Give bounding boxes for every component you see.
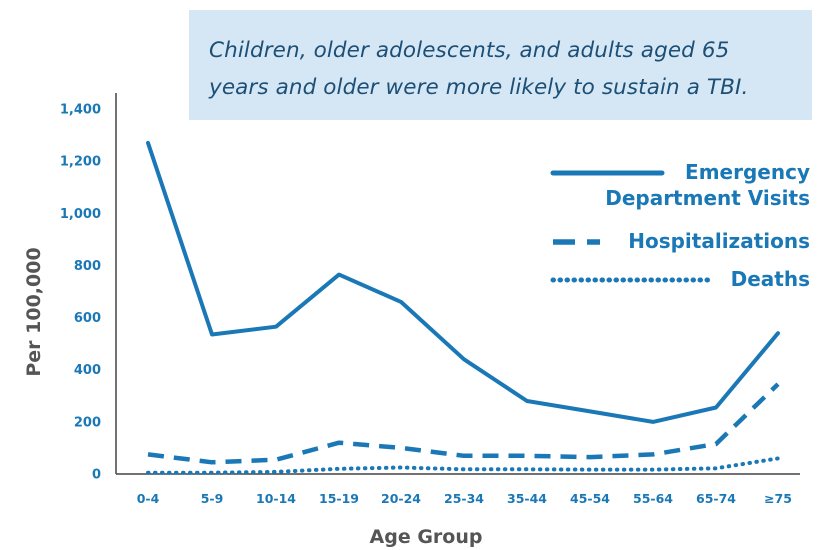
y-tick-label: 1,200 [60,155,101,170]
x-tick-labels: 0-4 5-9 10-14 15-19 20-24 25-34 35-44 45-54 55-6… [137,491,792,506]
x-tick-label: 55-64 [633,491,673,506]
x-tick-label: 45-54 [570,491,610,506]
x-axis-title: Age Group [370,526,483,548]
x-tick-label: 20-24 [381,491,421,506]
x-tick-label: 0-4 [137,491,160,506]
y-tick-labels: 0 200 400 600 800 1,000 1,200 1,400 [60,103,101,483]
y-tick-label: 0 [92,468,101,483]
y-tick-label: 800 [74,259,101,274]
x-tick-label: 35-44 [507,491,547,506]
y-axis-title: Per 100,000 [23,247,45,376]
y-tick-label: 200 [74,415,101,430]
legend: Emergency Department Visits Hospitalizatio… [553,160,810,291]
y-tick-label: 1,000 [60,207,101,222]
chart-axes [116,93,800,474]
y-tick-label: 1,400 [60,103,101,118]
series-line-dotted [148,458,778,472]
x-tick-label: 10-14 [256,491,296,506]
x-tick-label: ≥75 [764,491,792,506]
legend-label: Hospitalizations [628,229,810,253]
series-line-dashed [148,384,778,462]
legend-label: Emergency Department Visits [605,160,810,210]
y-tick-label: 400 [74,363,101,378]
series-line-solid [148,143,778,422]
x-tick-label: 5-9 [201,491,224,506]
x-tick-label: 15-19 [319,491,359,506]
legend-label: Deaths [731,267,810,291]
x-tick-label: 65-74 [696,491,736,506]
y-tick-label: 600 [74,311,101,326]
x-tick-label: 25-34 [444,491,484,506]
